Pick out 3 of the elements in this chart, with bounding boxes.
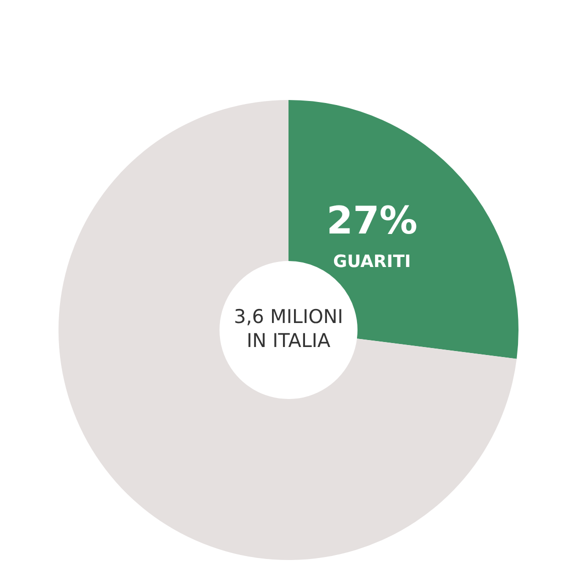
data-label: 27% (326, 198, 418, 243)
text: 3,6 MILIONI IN ITALIA (234, 306, 344, 352)
slice-label: GUARITI (333, 252, 411, 272)
